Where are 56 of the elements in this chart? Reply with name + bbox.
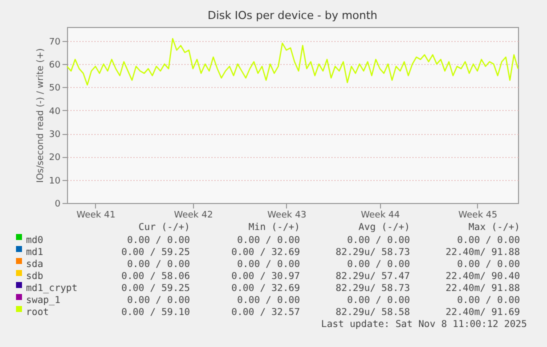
x-tick-label: Week 43 [267, 210, 306, 220]
text: 22.40m/ 91.88 [446, 247, 520, 258]
text: 0.00 / 32.69 [231, 247, 300, 258]
text: 22.40m/ 91.69 [446, 307, 520, 318]
text: 0.00 / 0.00 [237, 235, 300, 246]
text: 0.00 / 0.00 [457, 235, 520, 246]
text: 0.00 / 0.00 [237, 259, 300, 270]
text: Last update: Sat Nov 8 11:00:12 2025 [321, 319, 527, 330]
text: 0.00 / 59.25 [121, 283, 190, 294]
text: 22.40m/ 90.40 [446, 271, 520, 282]
x-tick-label: Week 41 [76, 210, 116, 220]
text: 0.00 / 0.00 [347, 235, 410, 246]
text: 82.29u/ 57.47 [336, 271, 410, 282]
y-axis-title: IOs/second read (-) / write (+) [36, 48, 46, 183]
text: 0.00 / 0.00 [127, 259, 190, 270]
text: Cur (-/+) [138, 222, 190, 233]
text: 0.00 / 0.00 [127, 235, 190, 246]
y-tick-label: 20 [49, 153, 61, 164]
y-tick-label: 10 [49, 176, 61, 186]
x-tick-label: Week 45 [458, 210, 498, 220]
y-tick-label: 30 [49, 130, 61, 140]
chart-title: Disk IOs per device - by month [208, 9, 378, 22]
legend-label: swap_1 [26, 295, 61, 306]
text: Max (-/+) [468, 222, 520, 233]
y-tick-label: 40 [49, 106, 61, 117]
x-tick-label: Week 42 [174, 210, 213, 220]
line-series [66, 38, 519, 86]
text: 0.00 / 59.25 [121, 247, 190, 258]
legend-label: root [26, 307, 49, 318]
legend-label: md1_crypt [26, 283, 78, 294]
text: 0.00 / 30.97 [231, 271, 300, 282]
text: 0.00 / 59.10 [121, 307, 190, 318]
text: 0.00 / 32.57 [231, 307, 300, 318]
text: 0.00 / 0.00 [127, 295, 190, 306]
y-tick-label: 0 [54, 200, 61, 210]
text: 82.29u/ 58.73 [336, 283, 410, 294]
text: 0.00 / 0.00 [347, 295, 410, 306]
text: 82.29u/ 58.73 [336, 247, 410, 258]
text: Min (-/+) [248, 222, 300, 233]
text: 22.40m/ 91.88 [446, 283, 520, 294]
legend-label: sdb [26, 271, 44, 282]
text: Avg (-/+) [358, 222, 410, 233]
legend-label: md1 [26, 247, 44, 258]
y-tick-label: 60 [49, 60, 61, 71]
text: 0.00 / 0.00 [237, 295, 300, 306]
text: 0.00 / 0.00 [457, 295, 520, 306]
text: 0.00 / 32.69 [231, 283, 300, 294]
legend-label: sda [26, 259, 44, 270]
text: 82.29u/ 58.58 [336, 307, 410, 318]
text: 0.00 / 0.00 [347, 259, 410, 270]
y-tick-label: 70 [49, 37, 61, 48]
y-tick-label: 50 [49, 84, 61, 94]
x-tick-label: Week 44 [360, 210, 400, 220]
legend-label: md0 [26, 235, 44, 246]
text: 0.00 / 58.06 [121, 271, 190, 282]
text: 0.00 / 0.00 [457, 259, 520, 270]
